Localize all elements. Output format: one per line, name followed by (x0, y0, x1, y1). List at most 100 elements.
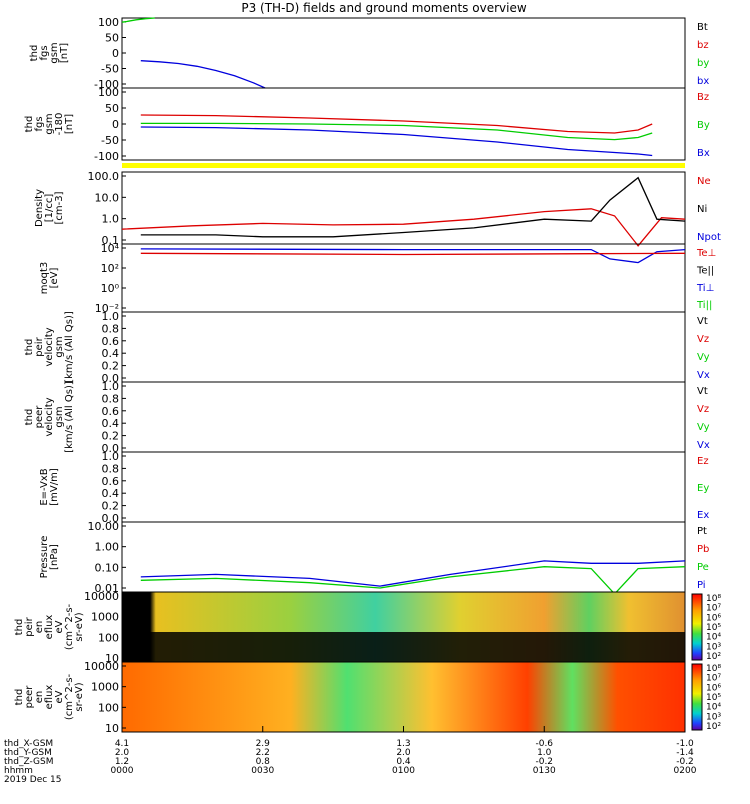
y-tick-label: 10.00 (88, 520, 120, 533)
legend-label: Ni (697, 204, 707, 215)
y-tick-label: 10.0 (95, 191, 120, 204)
colorbar-tick-label: 10⁵ (706, 693, 721, 703)
legend-label: Pb (697, 544, 709, 555)
legend-label: Ey (697, 483, 709, 494)
x-row-value: 2.9 (256, 739, 271, 749)
y-tick-label: 0.4 (102, 417, 120, 430)
panel-pressure: 10.00 1.00 0.10 0.01 Pressure [nPa] Pt Pb Pe Pi (39, 520, 709, 595)
colorbar-tick-label: 10² (706, 722, 721, 732)
y-axis-label: Density (34, 189, 45, 227)
x-row-value: 2.0 (396, 748, 411, 758)
x-row-value: 0000 (111, 766, 134, 776)
x-row-value: 1.3 (396, 739, 410, 749)
colorbar-tick-label: 10² (706, 652, 721, 662)
y-axis-label: peir (34, 336, 45, 356)
y-tick-label: 0.2 (102, 430, 120, 443)
x-row-value: -0.2 (676, 757, 694, 767)
y-tick-label: 10² (101, 262, 119, 275)
legend-label: Vt (697, 316, 708, 327)
y-tick-label: -100 (94, 150, 119, 163)
y-tick-label: 0.8 (102, 322, 120, 335)
legend-label: Vt (697, 386, 708, 397)
legend-label: Bx (697, 148, 710, 159)
colorbar-tick-label: 10⁴ (706, 633, 721, 643)
panel-frame (121, 381, 686, 453)
y-tick-label: 0 (112, 47, 119, 60)
y-tick-label: 10⁰ (101, 282, 120, 295)
panel-frame (121, 451, 686, 523)
series-line (140, 114, 653, 134)
y-axis-label: thd (14, 689, 25, 706)
y-axis-label: [nT] (64, 114, 75, 134)
y-tick-label: 1000 (91, 611, 119, 624)
y-axis-label: (cm^2-s- (64, 673, 75, 720)
y-axis-label: -180 (54, 113, 65, 136)
series-line (121, 208, 686, 247)
colorbar-tick-label: 10⁵ (706, 623, 721, 633)
y-axis-label: [km/s (All Qs)] (64, 311, 75, 383)
panel-density: 100.0 10.0 1.0 0.1 Density [1/cc] [cm-3] Ne Ni Np… (34, 170, 721, 247)
y-axis-label: [mV/m] (49, 468, 60, 506)
y-axis-label: eflux (44, 685, 55, 710)
y-tick-label: 0.01 (95, 582, 120, 595)
legend-label: Pt (697, 526, 707, 537)
y-tick-label: 0.0 (102, 512, 120, 525)
x-row-value: -1.4 (676, 748, 694, 758)
y-tick-label: 10⁻² (95, 302, 119, 315)
y-axis-label: fgs (34, 116, 45, 131)
y-axis-label: en (34, 691, 45, 704)
y-axis-label: gsm (44, 113, 55, 134)
y-axis-label: velocity (44, 327, 55, 366)
x-row-value: 1.2 (115, 757, 129, 767)
series-line (140, 176, 686, 238)
legend-label: Te⊥ (696, 248, 716, 259)
legend-label: Vx (697, 370, 710, 381)
y-tick-label: 1000 (91, 681, 119, 694)
colorbar-tick-label: 10⁸ (706, 664, 721, 674)
colorbar-tick-label: 10⁶ (706, 683, 721, 693)
y-axis-label: fgs (39, 45, 50, 60)
legend-label: Npot (697, 232, 721, 243)
colorbar-tick-label: 10³ (706, 642, 721, 652)
y-tick-label: -50 (101, 63, 119, 76)
heatmap-cells (122, 662, 685, 732)
x-row-value: 4.1 (115, 739, 129, 749)
legend-label: Ne (697, 176, 711, 187)
plot-date: 2019 Dec 15 (4, 775, 62, 785)
legend-label: By (697, 120, 710, 131)
y-axis-label: peer (34, 405, 45, 429)
quality-bar (122, 163, 685, 168)
x-row-value: -0.2 (535, 757, 553, 767)
series-line (140, 252, 686, 256)
y-tick-label: 0.4 (102, 347, 120, 360)
legend-label: Te|| (696, 265, 714, 276)
y-axis-label: [nPa] (49, 544, 60, 570)
legend-label: Ti⊥ (696, 283, 714, 294)
colorbar (691, 663, 703, 731)
y-tick-label: 50 (105, 102, 119, 115)
y-tick-label: 100 (98, 16, 119, 29)
y-tick-label: 10000 (84, 590, 119, 603)
y-axis-label: [1/cc] (44, 194, 55, 223)
y-axis-label: en (34, 621, 45, 634)
y-axis-label: velocity (44, 397, 55, 436)
series-line (140, 566, 686, 595)
x-row-value: 0.8 (256, 757, 271, 767)
colorbar-tick-label: 10⁷ (706, 604, 721, 614)
y-axis-label: thd (14, 619, 25, 636)
y-tick-label: 0.10 (95, 561, 120, 574)
panel-peir-velocity: 1.00.80.60.40.20.0 thd peir velocity gsm [km/… (24, 310, 710, 385)
y-axis-label: [eV] (49, 268, 60, 289)
y-tick-label: 0.6 (102, 335, 120, 348)
y-axis-label: thd (24, 116, 35, 133)
x-row-value: 0030 (251, 766, 274, 776)
legend-label: Vy (697, 352, 710, 363)
colorbar-tick-label: 10⁶ (706, 613, 721, 623)
y-axis-label: thd (24, 409, 35, 426)
legend-label: Ti|| (696, 300, 712, 311)
y-axis-label: E=-VxB (39, 468, 50, 505)
panel-peer-velocity: 1.00.80.60.40.20.0 thd peer velocity gsm [km/… (24, 380, 710, 455)
y-tick-label: 100 (98, 86, 119, 99)
